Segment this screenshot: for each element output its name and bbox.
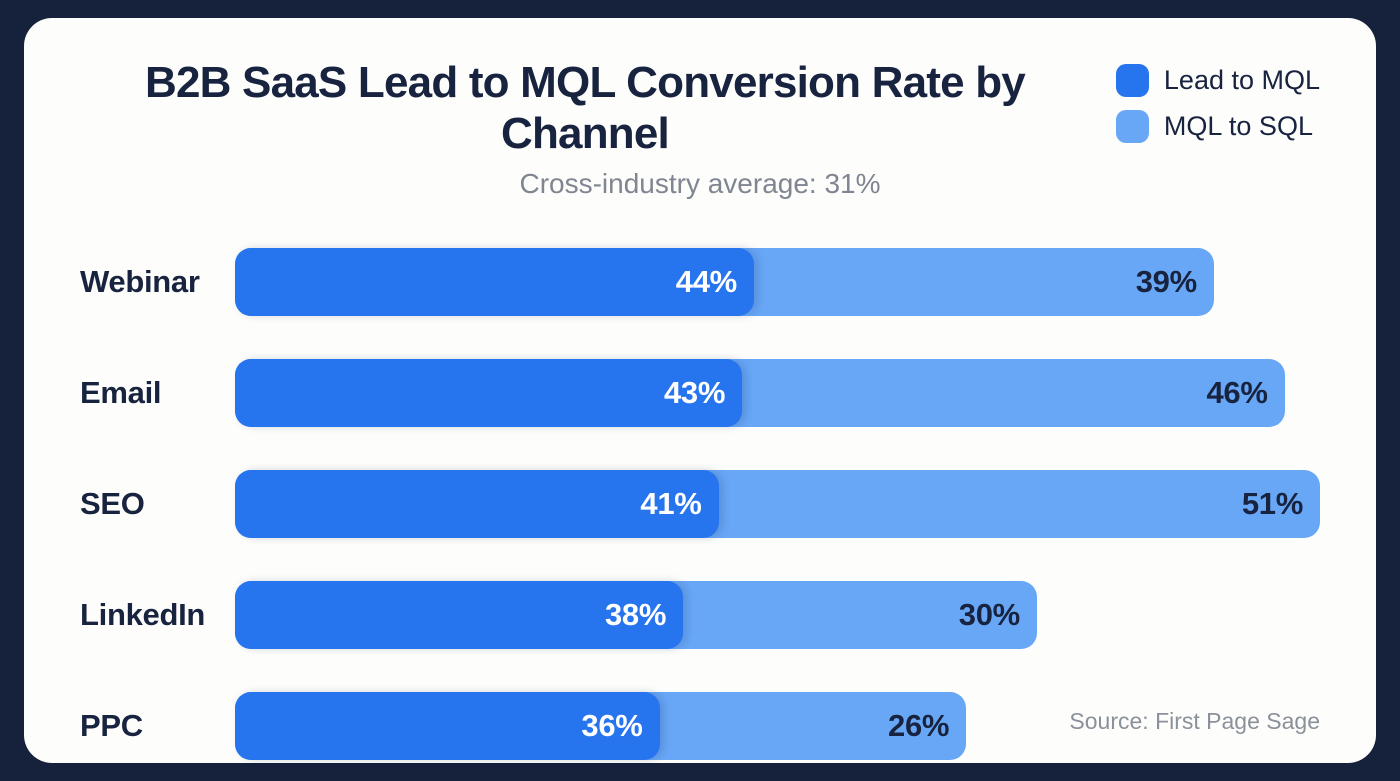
value-label-mql-to-sql: 26% [888,708,950,744]
category-label: PPC [80,708,143,744]
category-label: LinkedIn [80,597,206,633]
category-label: Webinar [80,264,200,300]
legend-item-mql-to-sql: MQL to SQL [1115,110,1320,143]
legend: Lead to MQL MQL to SQL [1115,64,1320,143]
chart-row-email: Email 46% 43% [80,359,1320,428]
bar-track: 51% 41% [235,470,1320,539]
chart-header: B2B SaaS Lead to MQL Conversion Rate by … [80,18,1320,200]
chart-card: B2B SaaS Lead to MQL Conversion Rate by … [24,18,1376,763]
value-label-mql-to-sql: 51% [1241,486,1303,522]
bar-segment-lead-to-mql: 44% [235,248,754,317]
value-label-lead-to-mql: 38% [604,597,667,633]
value-label-lead-to-mql: 41% [640,486,702,522]
bar-track: 30% 38% [235,581,1320,650]
value-label-lead-to-mql: 36% [581,708,643,744]
chart-row-seo: SEO 51% 41% [80,470,1320,539]
legend-swatch-lead-to-mql-icon [1115,64,1149,97]
chart-row-ppc: PPC 26% 36% [80,692,1320,761]
category-label: SEO [80,486,145,522]
value-label-mql-to-sql: 46% [1206,375,1268,411]
category-label: Email [80,375,162,411]
legend-label-lead-to-mql: Lead to MQL [1163,65,1320,95]
value-label-mql-to-sql: 30% [958,597,1020,633]
bar-segment-lead-to-mql: 43% [235,359,743,428]
value-label-mql-to-sql: 39% [1135,264,1197,300]
bar-track: 46% 43% [235,359,1320,428]
bar-segment-lead-to-mql: 41% [235,470,719,539]
chart-subtitle: Cross-industry average: 31% [519,168,881,200]
chart-row-webinar: Webinar 39% 44% [80,248,1320,317]
chart-title: B2B SaaS Lead to MQL Conversion Rate by … [145,58,1026,158]
bar-chart: Webinar 39% 44% Email 46% 43% SEO 51% 41… [80,248,1320,761]
source-attribution: Source: First Page Sage [1069,708,1320,734]
value-label-lead-to-mql: 44% [675,264,737,300]
value-label-lead-to-mql: 43% [663,375,726,411]
bar-segment-lead-to-mql: 36% [235,692,660,761]
chart-row-linkedin: LinkedIn 30% 38% [80,581,1320,650]
legend-item-lead-to-mql: Lead to MQL [1115,64,1320,97]
bar-segment-lead-to-mql: 38% [235,581,684,650]
legend-swatch-mql-to-sql-icon [1115,110,1149,143]
bar-track: 26% 36% [235,692,1320,761]
legend-label-mql-to-sql: MQL to SQL [1163,111,1313,141]
bar-track: 39% 44% [235,248,1320,317]
